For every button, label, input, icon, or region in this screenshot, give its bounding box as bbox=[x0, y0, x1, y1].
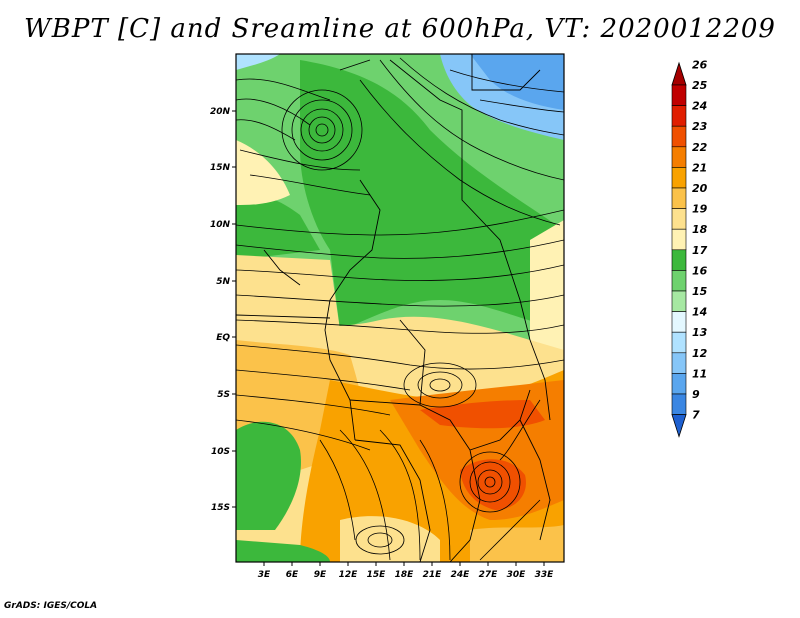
colorbar-swatch bbox=[671, 167, 687, 189]
colorbar-swatch bbox=[671, 290, 687, 312]
lon-label-18e: 18E bbox=[395, 570, 415, 580]
colorbar-label: 21 bbox=[692, 161, 707, 174]
lon-label-21e: 21E bbox=[423, 570, 443, 580]
colorbar-swatch bbox=[671, 270, 687, 292]
colorbar-bottom-arrow bbox=[671, 414, 687, 438]
colorbar-label: 16 bbox=[692, 264, 708, 277]
colorbar-label: 14 bbox=[692, 306, 707, 319]
colorbar-label: 23 bbox=[692, 120, 708, 133]
colorbar-swatch bbox=[671, 311, 687, 333]
colorbar-label: 7 bbox=[692, 409, 700, 422]
lat-label-5n: 5N bbox=[216, 277, 230, 287]
lon-label-27e: 27E bbox=[479, 570, 499, 580]
colorbar-label: 26 bbox=[692, 58, 708, 71]
colorbar-swatch bbox=[671, 125, 687, 148]
lat-label-5s: 5S bbox=[217, 390, 230, 400]
colorbar-label: 19 bbox=[692, 203, 708, 216]
lon-label-6e: 6E bbox=[286, 570, 299, 580]
colorbar-swatch bbox=[671, 352, 687, 374]
colorbar-label: 22 bbox=[692, 141, 708, 154]
lon-label-24e: 24E bbox=[451, 570, 471, 580]
colorbar: 26 25 24 23 22 21 20 19 18 17 16 15 14 13 12 11 9 7 bbox=[671, 58, 708, 438]
colorbar-swatch bbox=[671, 249, 687, 271]
lat-label-eq: EQ bbox=[216, 333, 230, 343]
colorbar-label: 20 bbox=[692, 182, 708, 195]
colorbar-swatch bbox=[671, 84, 687, 106]
grads-credit: GrADS: IGES/COLA bbox=[4, 601, 98, 611]
colorbar-swatch bbox=[671, 373, 687, 395]
latitude-axis: 20N 15N 10N 5N EQ 5S 10S 15S bbox=[210, 107, 236, 513]
lat-label-10n: 10N bbox=[210, 220, 231, 230]
colorbar-label: 15 bbox=[692, 285, 708, 298]
lon-label-12e: 12E bbox=[339, 570, 359, 580]
chart-title: WBPT [C] and Sreamline at 600hPa, VT: 20… bbox=[24, 14, 776, 44]
lon-label-30e: 30E bbox=[507, 570, 527, 580]
colorbar-label: 9 bbox=[692, 388, 700, 401]
streamlines bbox=[236, 57, 564, 561]
colorbar-swatch bbox=[671, 393, 687, 415]
colorbar-label: 12 bbox=[692, 347, 708, 360]
lat-label-15s: 15S bbox=[211, 503, 230, 513]
lat-label-15n: 15N bbox=[210, 163, 231, 173]
country-borders bbox=[236, 54, 551, 562]
colorbar-label: 11 bbox=[692, 367, 707, 380]
wbpt-field bbox=[236, 54, 564, 562]
colorbar-swatch bbox=[671, 187, 687, 209]
colorbar-top-arrow bbox=[671, 61, 687, 86]
lat-label-20n: 20N bbox=[210, 107, 231, 117]
longitude-axis: 3E 6E 9E 12E 15E 18E 21E 24E 27E 30E 33E bbox=[258, 562, 554, 580]
colorbar-swatch bbox=[671, 331, 687, 354]
colorbar-swatch bbox=[671, 146, 687, 168]
colorbar-label: 25 bbox=[692, 79, 708, 92]
lon-label-33e: 33E bbox=[535, 570, 555, 580]
colorbar-swatch bbox=[671, 228, 687, 251]
colorbar-label: 17 bbox=[692, 244, 708, 257]
lon-label-9e: 9E bbox=[314, 570, 327, 580]
colorbar-label: 24 bbox=[692, 100, 707, 113]
colorbar-label: 13 bbox=[692, 326, 708, 339]
colorbar-swatch bbox=[671, 105, 687, 127]
lat-label-10s: 10S bbox=[211, 447, 230, 457]
lon-label-3e: 3E bbox=[258, 570, 271, 580]
colorbar-label: 18 bbox=[692, 223, 708, 236]
map-frame bbox=[235, 53, 565, 563]
colorbar-swatch bbox=[671, 208, 687, 230]
lon-label-15e: 15E bbox=[367, 570, 387, 580]
